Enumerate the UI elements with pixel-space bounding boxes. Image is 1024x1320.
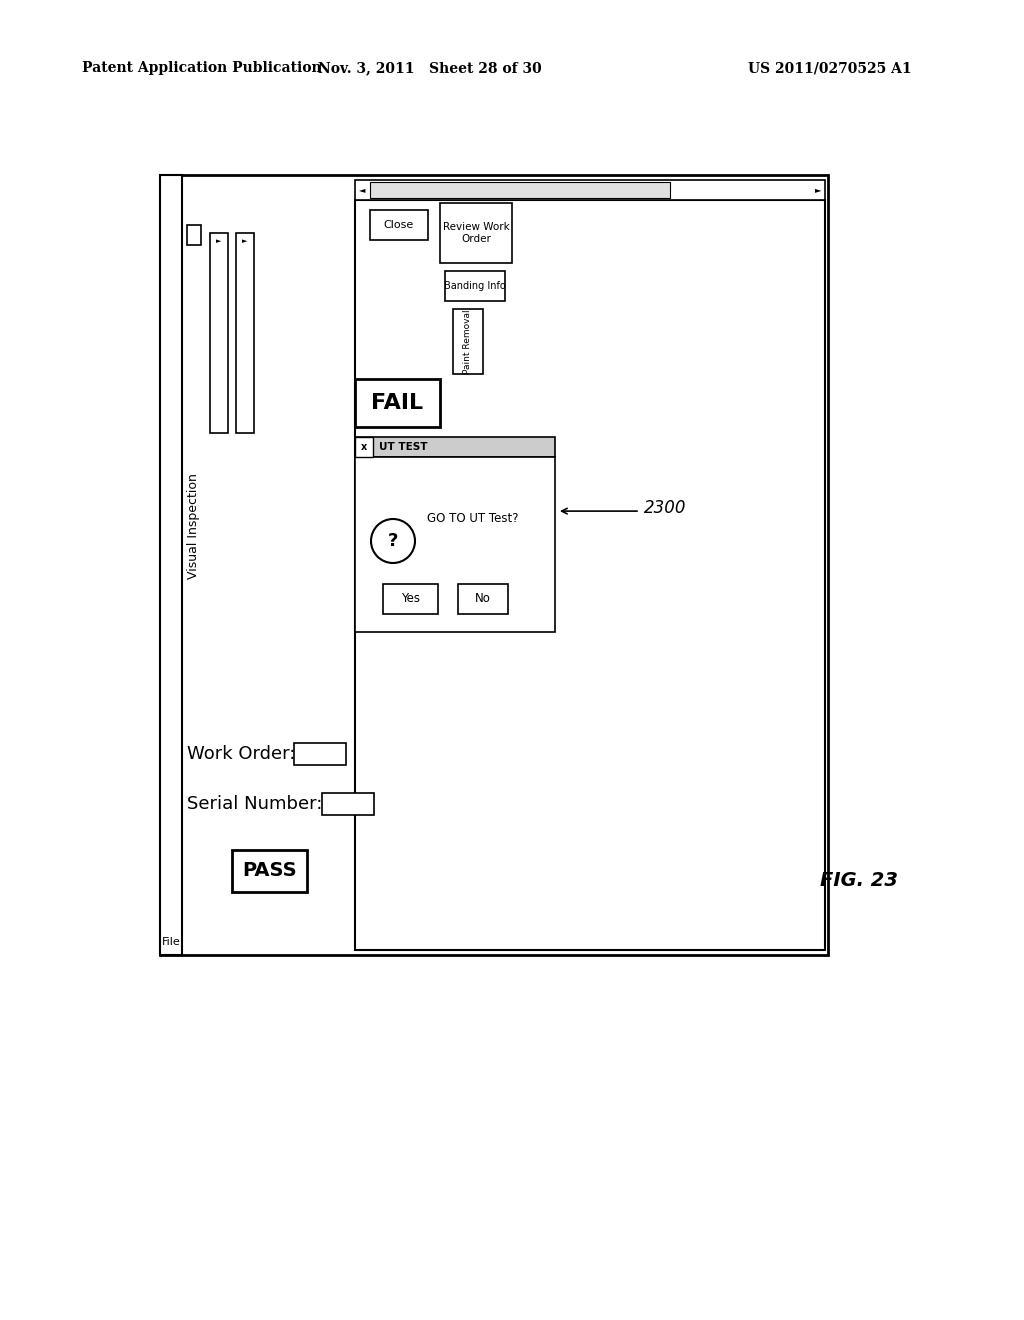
Bar — [440, 203, 512, 263]
Bar — [355, 437, 555, 457]
Text: No: No — [475, 593, 490, 606]
Text: FIG. 23: FIG. 23 — [820, 870, 898, 890]
Bar — [355, 180, 825, 201]
Bar — [294, 743, 346, 766]
Bar — [160, 176, 828, 954]
Bar — [383, 583, 438, 614]
Bar — [453, 309, 483, 374]
Bar — [458, 583, 508, 614]
Text: Review Work
Order: Review Work Order — [442, 222, 509, 244]
Text: Close: Close — [384, 220, 414, 230]
Text: Banding Info: Banding Info — [444, 281, 506, 290]
Text: Nov. 3, 2011   Sheet 28 of 30: Nov. 3, 2011 Sheet 28 of 30 — [318, 61, 542, 75]
Text: ◄: ◄ — [359, 186, 366, 194]
Bar — [370, 182, 670, 198]
Text: ►: ► — [814, 186, 821, 194]
Bar — [355, 379, 440, 426]
Text: ?: ? — [388, 532, 398, 550]
Text: FAIL: FAIL — [372, 393, 424, 413]
Text: ►: ► — [216, 238, 221, 244]
Text: Visual Inspection: Visual Inspection — [187, 473, 201, 579]
Bar — [232, 850, 307, 892]
Text: PASS: PASS — [243, 862, 297, 880]
Bar — [160, 176, 182, 954]
Bar — [370, 210, 428, 240]
Text: Serial Number:: Serial Number: — [187, 795, 323, 813]
Text: File: File — [162, 937, 181, 946]
Bar — [322, 793, 374, 814]
Bar — [187, 224, 201, 246]
Text: 2300: 2300 — [644, 499, 686, 517]
Text: Work Order:: Work Order: — [187, 744, 295, 763]
Text: Patent Application Publication: Patent Application Publication — [82, 61, 322, 75]
Text: UT TEST: UT TEST — [379, 442, 427, 451]
Bar — [355, 457, 555, 632]
Text: Yes: Yes — [401, 593, 420, 606]
Bar — [355, 437, 373, 457]
Text: x: x — [360, 442, 368, 451]
Bar — [210, 234, 228, 433]
Text: US 2011/0270525 A1: US 2011/0270525 A1 — [749, 61, 911, 75]
Text: Paint Removal: Paint Removal — [464, 309, 472, 374]
Text: ►: ► — [243, 238, 248, 244]
Bar — [236, 234, 254, 433]
Bar — [445, 271, 505, 301]
Text: GO TO UT Test?: GO TO UT Test? — [427, 512, 518, 525]
Bar — [355, 201, 825, 950]
